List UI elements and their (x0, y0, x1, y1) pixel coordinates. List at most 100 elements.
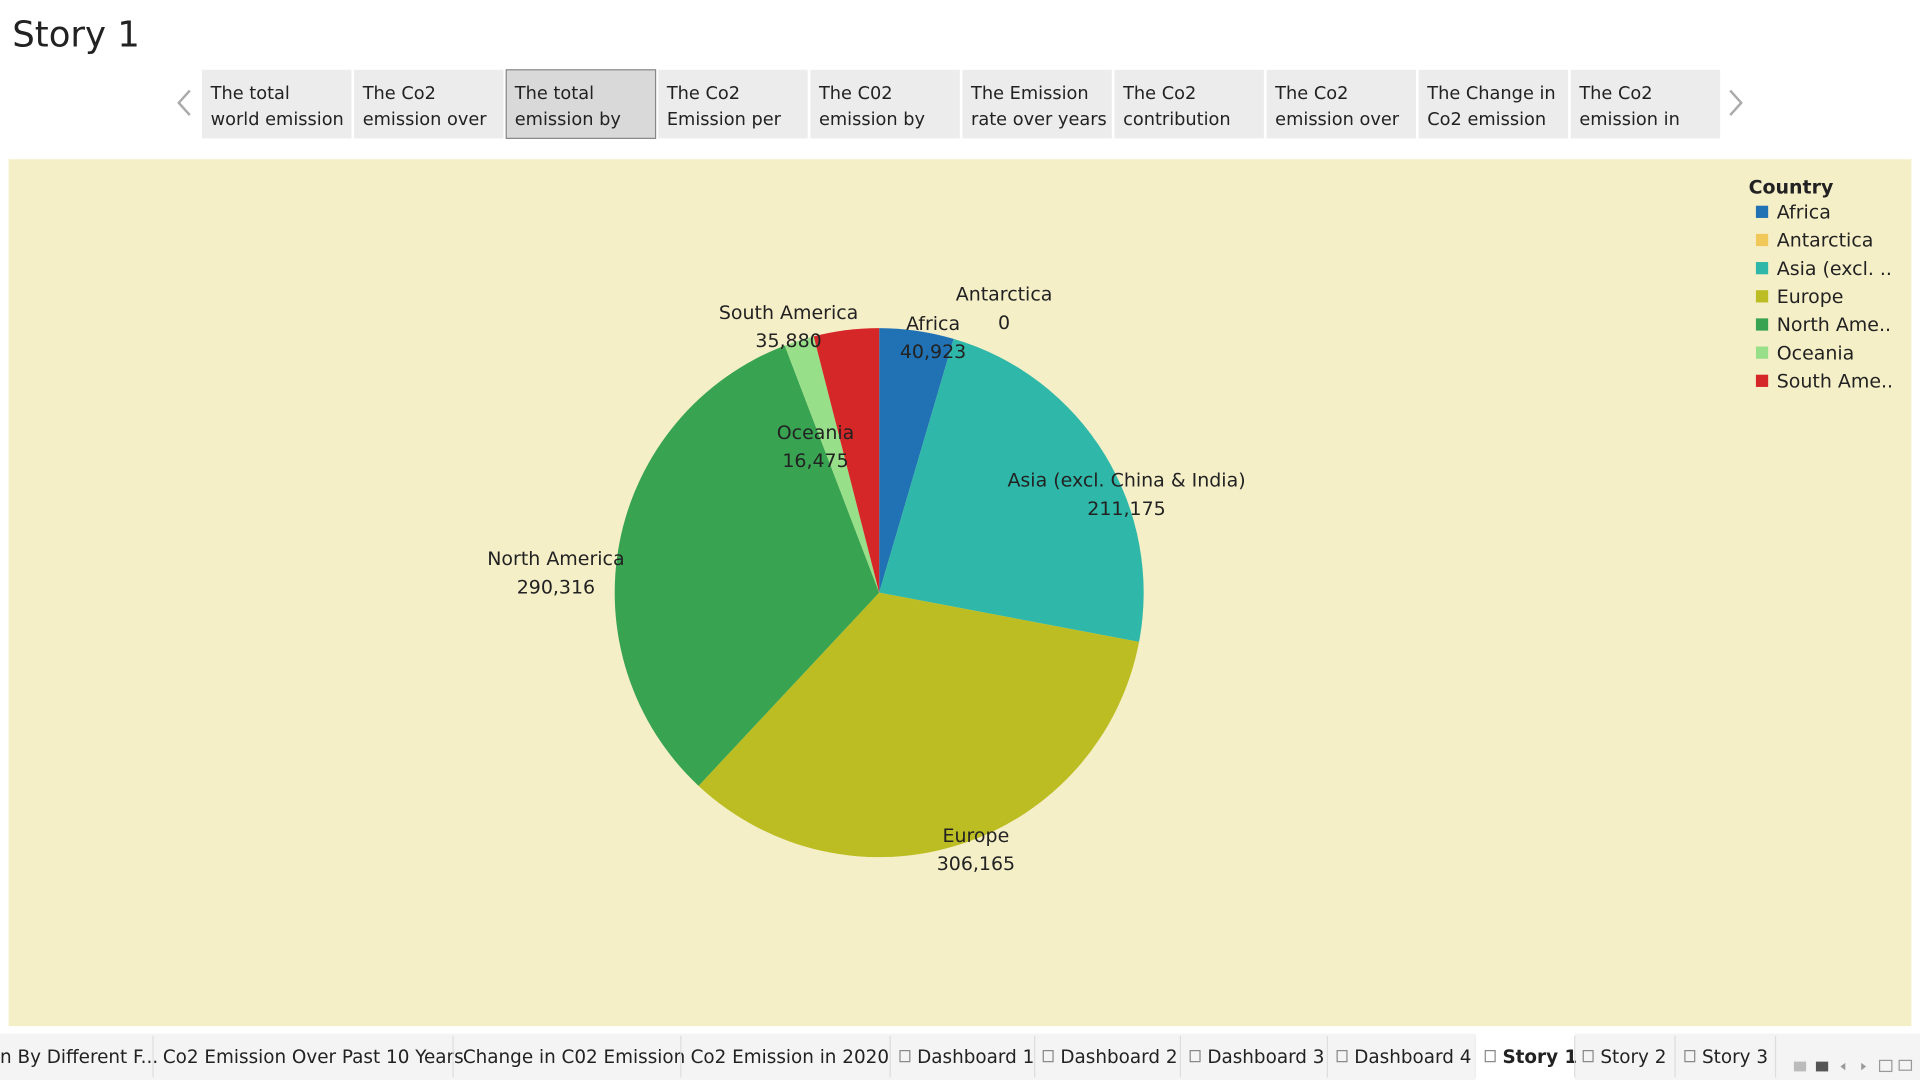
legend-label[interactable]: Asia (excl. .. (1777, 258, 1892, 280)
legend-swatch (1755, 374, 1769, 387)
legend-swatch (1755, 346, 1769, 359)
slice-label: Africa (906, 313, 960, 335)
bottom-tab[interactable]: Story 1 (1502, 1047, 1577, 1068)
legend: Country Africa Antarctica Asia (excl. .. Eur… (1749, 176, 1894, 392)
slice-label: Antarctica (956, 284, 1053, 306)
control-icon[interactable] (1840, 1062, 1846, 1071)
control-icon[interactable] (1861, 1062, 1867, 1071)
story-point[interactable] (505, 69, 657, 139)
tab-icon (1484, 1050, 1496, 1063)
story-point-caption: emission by (515, 110, 621, 130)
pie-slice (784, 336, 880, 593)
story-point-caption: The total (210, 84, 290, 104)
slice-label: Oceania (777, 422, 855, 444)
tab-icon (899, 1050, 911, 1063)
story-points: The total world emission The Co2 emission o… (202, 69, 1721, 139)
slice-value: 16,475 (782, 450, 848, 472)
story-point[interactable] (1114, 69, 1264, 139)
bottom-tab[interactable]: n By Different F... (0, 1047, 158, 1068)
legend-label[interactable]: Oceania (1777, 342, 1855, 364)
slice-value: 290,316 (517, 576, 595, 598)
pie-slice (813, 328, 880, 593)
tab-icon (1336, 1050, 1348, 1063)
story-point[interactable] (1418, 69, 1569, 139)
legend-swatch (1755, 233, 1769, 247)
bottom-tab[interactable]: Dashboard 3 (1207, 1047, 1324, 1068)
story-point[interactable] (354, 69, 504, 139)
story-point-caption: The total (514, 84, 594, 104)
slice-value: 40,923 (900, 341, 966, 363)
pie-slice (698, 592, 1140, 858)
legend-swatch (1755, 205, 1769, 218)
legend-title: Country (1749, 176, 1834, 198)
tab-icon (1189, 1050, 1201, 1063)
slice-label: Asia (excl. China & India) (1007, 470, 1245, 492)
story-point[interactable] (962, 69, 1112, 139)
story-title: Story 1 (12, 15, 140, 56)
story-point-caption: The Co2 (1274, 84, 1348, 104)
story-point[interactable] (810, 69, 960, 139)
bottom-tab[interactable]: Dashboard 1 (917, 1047, 1034, 1068)
bottom-tab[interactable]: Dashboard 2 (1060, 1047, 1177, 1068)
bottom-tab[interactable]: Change in C02 Emission (463, 1047, 685, 1068)
legend-swatch (1755, 318, 1769, 331)
nav-next[interactable] (1729, 89, 1743, 116)
slice-value: 0 (998, 312, 1010, 334)
bottom-tabs: n By Different F... Co2 Emission Over Pas… (0, 1033, 1777, 1080)
slice-label: North America (487, 548, 624, 570)
story-point[interactable] (658, 69, 808, 139)
story-point-caption: The Co2 (1578, 84, 1652, 104)
legend-label[interactable]: Europe (1777, 286, 1844, 308)
tab-icon (1042, 1050, 1054, 1063)
bottom-tab[interactable]: Story 3 (1702, 1047, 1768, 1068)
story-point-caption: world emission (211, 110, 344, 130)
slice-value: 35,880 (755, 330, 821, 352)
legend-label[interactable]: South Ame.. (1777, 371, 1893, 393)
legend-label[interactable]: North Ame.. (1777, 314, 1891, 336)
tab-bar (0, 1033, 1920, 1080)
legend-label[interactable]: Antarctica (1777, 230, 1874, 252)
story-point[interactable] (202, 69, 352, 139)
story-point-caption: The Co2 (1122, 84, 1196, 104)
story-point-caption: rate over years (971, 110, 1107, 130)
nav-prev[interactable] (177, 89, 191, 116)
tab-selected-bg (1475, 1033, 1575, 1080)
bottom-tab[interactable]: Co2 Emission Over Past 10 Years (163, 1047, 464, 1068)
story-point[interactable] (1570, 69, 1721, 139)
story-point-caption: emission in (1579, 110, 1680, 130)
bottom-tab[interactable]: Co2 Emission in 2020 (691, 1047, 889, 1068)
slice-label: South America (719, 302, 858, 324)
bottom-tab[interactable]: Dashboard 4 (1354, 1047, 1471, 1068)
story-point-caption: The Co2 (362, 84, 436, 104)
legend-label[interactable]: Africa (1777, 202, 1831, 224)
story-point-caption: emission over (363, 110, 488, 130)
legend-swatch (1755, 262, 1769, 275)
story-point-caption: Co2 emission (1427, 110, 1546, 130)
story-point-caption: The C02 (818, 84, 893, 104)
pie-slice (879, 338, 1144, 642)
view-controls (1793, 1059, 1913, 1073)
story-point-caption: The Co2 (666, 84, 740, 104)
pie-chart: Africa 40,923 Antarctica 0 Asia (excl. China… (487, 284, 1245, 875)
tab-icon (1582, 1050, 1594, 1063)
legend-swatch (1755, 290, 1769, 303)
story-point-caption: emission by (819, 110, 925, 130)
story-point[interactable] (1266, 69, 1416, 139)
pie-slice (614, 345, 880, 786)
control-icon[interactable] (1898, 1059, 1913, 1071)
control-icon[interactable] (1878, 1059, 1893, 1073)
control-icon[interactable] (1793, 1061, 1807, 1072)
story-point-caption: emission over (1275, 110, 1400, 130)
pie-slice (879, 328, 954, 593)
control-icon[interactable] (1815, 1061, 1829, 1072)
slice-value: 211,175 (1087, 498, 1165, 520)
slice-label: Europe (943, 825, 1010, 847)
bottom-tab[interactable]: Story 2 (1600, 1047, 1666, 1068)
story-point-caption: contribution (1123, 110, 1231, 130)
tab-icon (1684, 1050, 1696, 1063)
slice-value: 306,165 (937, 853, 1015, 875)
story-point-caption: The Change in (1426, 84, 1555, 104)
story-point-caption: Emission per (667, 110, 782, 130)
